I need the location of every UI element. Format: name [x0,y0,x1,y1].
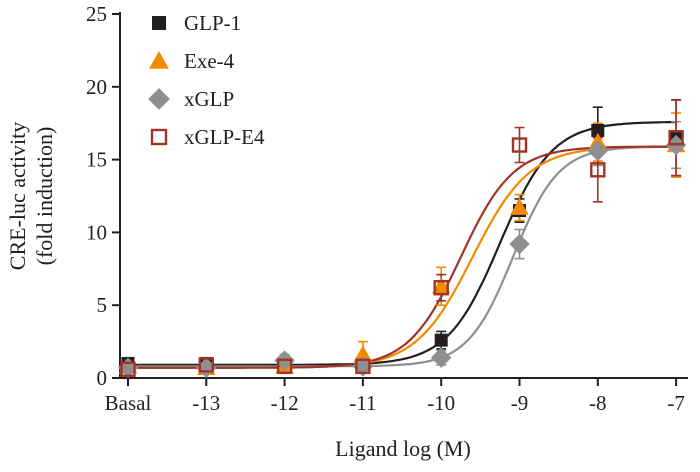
x-tick-label: -9 [511,391,529,415]
legend-marker-glp-1-icon [146,12,172,34]
curve-xglp [128,145,677,368]
triangle-filled-icon [149,51,169,69]
curve-exe-4 [128,145,677,369]
x-tick-label: -8 [589,391,607,415]
y-tick-label: 5 [97,293,108,317]
legend-marker-xglp-e4-icon [146,126,172,148]
y-tick-label: 10 [86,220,107,244]
legend-item-xglp-e4: xGLP-E4 [146,118,265,156]
diamond-filled-icon [148,88,170,110]
x-tick-label: -13 [192,391,220,415]
points-xglp-e4 [120,130,684,377]
x-tick-label: -12 [271,391,299,415]
legend: GLP-1 Exe-4 xGLP xGLP-E4 [146,4,265,156]
y-axis-ticks: 0 5 10 15 20 25 [86,2,120,390]
points-exe-4 [118,132,686,376]
x-tick-label: -10 [427,391,455,415]
legend-label-exe-4: Exe-4 [184,48,235,73]
curve-glp-1 [128,120,677,366]
legend-item-glp-1: GLP-1 [146,4,265,42]
legend-item-exe-4: Exe-4 [146,42,265,80]
y-axis-title: CRE-luc activity (fold induction) [4,6,60,386]
y-axis-title-line2: (fold induction) [32,126,57,266]
x-tick-label: -11 [349,391,376,415]
axes [119,12,688,379]
x-axis-ticks: Basal -13 -12 -11 -10 -9 -8 -7 [105,378,685,415]
x-tick-label: -7 [667,391,685,415]
legend-label-glp-1: GLP-1 [184,10,242,35]
y-tick-label: 25 [86,2,107,26]
legend-marker-exe-4-icon [146,50,172,72]
legend-item-xglp: xGLP [146,80,265,118]
y-tick-label: 20 [86,75,107,99]
points-xglp [117,134,687,379]
y-tick-label: 0 [97,366,108,390]
legend-marker-xglp-icon [146,88,172,110]
square-open-icon [150,128,168,146]
curve-xglp-e4 [128,145,677,369]
legend-label-xglp-e4: xGLP-E4 [184,124,265,149]
legend-label-xglp: xGLP [184,86,235,111]
square-filled-icon [152,16,166,30]
y-tick-label: 15 [86,148,107,172]
x-tick-label: Basal [105,391,152,415]
x-axis-title: Ligand log (M) [335,436,471,461]
y-axis-title-line1: CRE-luc activity [5,121,30,271]
